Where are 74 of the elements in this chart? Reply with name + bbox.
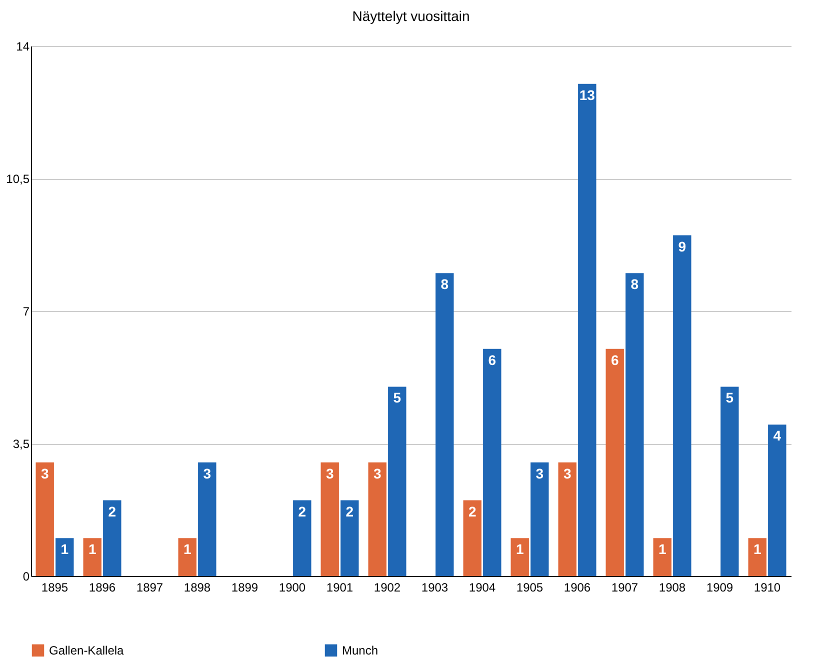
- bar: [178, 538, 196, 576]
- x-tick-label: 1906: [564, 580, 591, 594]
- x-tick-label: 1898: [184, 580, 211, 594]
- bar: [510, 538, 529, 576]
- bar: [340, 500, 359, 576]
- y-tick-label: 7: [22, 304, 30, 318]
- x-tick-label: 1908: [658, 580, 686, 594]
- data-label: 3: [563, 465, 572, 482]
- data-label: 3: [373, 465, 382, 482]
- data-label: 5: [726, 390, 734, 406]
- bar: [653, 538, 672, 576]
- y-tick-label: 14: [16, 40, 30, 54]
- data-label: 3: [203, 465, 212, 482]
- bar: [748, 538, 766, 576]
- bar: [483, 348, 502, 576]
- bar: [558, 462, 576, 576]
- y-tick-label: 3,5: [12, 437, 30, 451]
- x-tick-label: 1895: [41, 580, 68, 594]
- x-tick-label: 1907: [611, 580, 638, 594]
- bar: [83, 538, 102, 576]
- data-label: 1: [60, 541, 69, 558]
- data-label: 6: [610, 352, 619, 368]
- y-tick-label: 10,5: [6, 172, 30, 186]
- data-label: 2: [298, 503, 306, 520]
- x-tick-label: 1905: [516, 580, 544, 594]
- data-label: 9: [678, 238, 686, 254]
- x-tick-label: 1900: [278, 580, 306, 594]
- bar: [673, 235, 692, 576]
- x-tick-label: 1910: [754, 580, 781, 594]
- x-tick-label: 1902: [374, 580, 401, 594]
- data-label: 1: [88, 541, 96, 558]
- bar: [436, 273, 454, 576]
- data-label: 13: [579, 86, 596, 103]
- data-label: 4: [773, 428, 782, 444]
- data-label: 3: [40, 465, 49, 482]
- bar: [626, 273, 644, 576]
- data-label: 8: [440, 276, 449, 292]
- x-tick-label: 1903: [421, 580, 448, 594]
- chart-title: Näyttelyt vuosittain: [352, 8, 470, 24]
- y-tick-label: 0: [22, 570, 30, 584]
- legend-label: Munch: [342, 643, 378, 658]
- x-tick-label: 1904: [468, 580, 496, 594]
- data-label: 2: [108, 503, 116, 520]
- bar: [530, 462, 549, 576]
- bar: [606, 348, 624, 576]
- bar: [388, 386, 406, 576]
- data-label: 5: [393, 390, 402, 406]
- data-label: 1: [516, 541, 524, 558]
- x-tick-label: 1897: [136, 580, 164, 594]
- data-label: 1: [183, 541, 192, 558]
- legend-label: Gallen-Kallela: [49, 643, 124, 658]
- bar: [368, 462, 386, 576]
- x-tick-label: 1899: [231, 580, 258, 594]
- bar: [36, 462, 54, 576]
- data-label: 3: [536, 465, 544, 482]
- bar: [293, 500, 312, 576]
- bar: [578, 84, 596, 576]
- data-label: 3: [326, 465, 334, 482]
- data-label: 2: [346, 503, 354, 520]
- data-label: 1: [753, 541, 762, 558]
- data-label: 2: [468, 503, 476, 520]
- bar: [720, 386, 739, 576]
- x-tick-label: 1896: [88, 580, 116, 594]
- x-tick-label: 1901: [326, 580, 354, 594]
- bar: [320, 462, 339, 576]
- bar: [198, 462, 216, 576]
- bar: [463, 500, 482, 576]
- data-label: 8: [630, 276, 639, 292]
- data-label: 1: [658, 541, 666, 558]
- bar: [103, 500, 122, 576]
- bar: [56, 538, 74, 576]
- bar: [768, 424, 786, 576]
- data-label: 6: [488, 352, 496, 368]
- x-tick-label: 1909: [706, 580, 734, 594]
